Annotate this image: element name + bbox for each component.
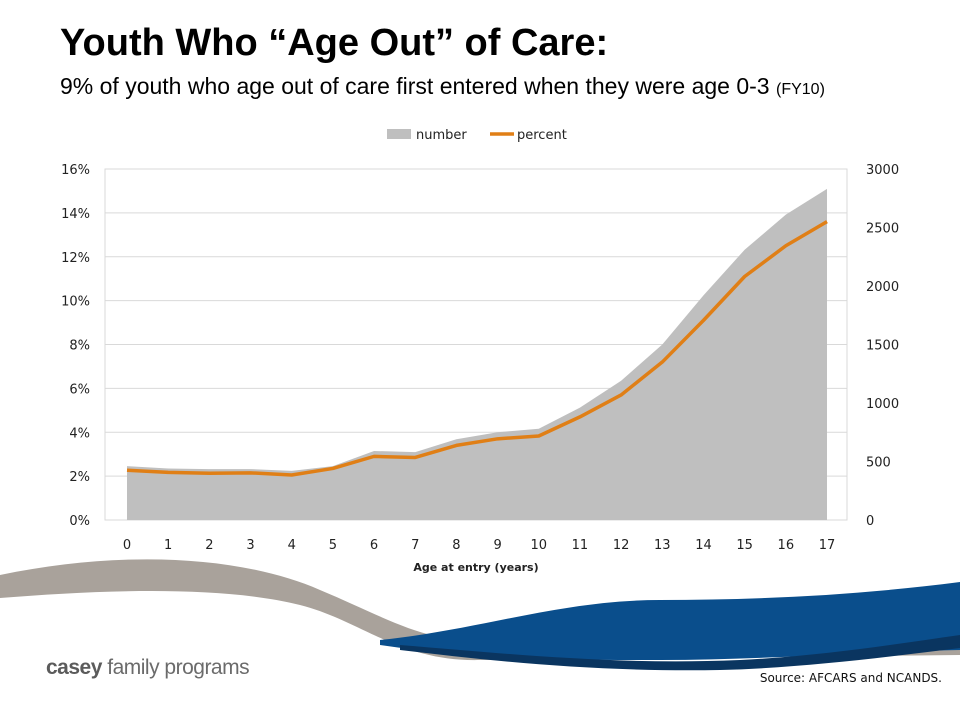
slide-title: Youth Who “Age Out” of Care: [60,22,609,64]
x-tick-label: 9 [493,538,501,553]
right-axis: 0 500 1000 1500 2000 2500 3000 [866,163,899,529]
wave-blue [380,582,960,660]
legend-label-number: number [416,128,467,143]
x-tick-label: 8 [452,538,460,553]
left-tick-label: 10% [61,295,90,310]
x-tick-label: 14 [695,538,712,553]
right-tick-label: 1500 [866,339,899,354]
right-tick-label: 3000 [866,163,899,178]
logo-brand: casey [46,656,102,679]
x-tick-label: 12 [613,538,630,553]
x-tick-label: 0 [123,538,131,553]
right-tick-label: 1000 [866,397,899,412]
wave-taupe [0,559,960,661]
x-axis: 0 1 2 3 4 5 6 7 8 9 10 11 12 13 14 15 16 17 [123,538,835,553]
number-area [127,188,827,520]
decorative-waves [0,559,960,671]
left-tick-label: 12% [61,251,90,266]
right-tick-label: 2000 [866,280,899,295]
legend-label-percent: percent [517,128,567,143]
left-tick-label: 2% [69,470,90,485]
x-axis-title: Age at entry (years) [413,561,538,574]
x-tick-label: 15 [736,538,753,553]
x-tick-label: 4 [288,538,296,553]
left-tick-label: 14% [61,207,90,222]
x-tick-label: 13 [654,538,671,553]
subtitle-main: 9% of youth who age out of care first en… [60,73,770,99]
x-tick-label: 10 [530,538,547,553]
source-note: Source: AFCARS and NCANDS. [759,671,942,685]
x-tick-label: 7 [411,538,419,553]
left-tick-label: 8% [69,339,90,354]
x-tick-label: 1 [164,538,172,553]
x-tick-label: 6 [370,538,378,553]
right-tick-label: 2500 [866,222,899,237]
subtitle-note: (FY10) [776,81,825,98]
x-tick-label: 3 [246,538,254,553]
percent-line [126,220,828,477]
left-axis: 0% 2% 4% 6% 8% 10% 12% 14% 16% [61,163,90,529]
casey-logo: casey family programs [46,656,250,680]
logo-rest: family programs [101,656,250,679]
x-tick-label: 11 [572,538,589,553]
right-tick-label: 0 [866,514,874,529]
left-tick-label: 0% [69,514,90,529]
slide-subtitle: 9% of youth who age out of care first en… [60,73,825,100]
x-tick-label: 17 [819,538,836,553]
x-tick-label: 2 [205,538,213,553]
x-tick-label: 5 [329,538,337,553]
wave-navy [400,635,960,671]
left-tick-label: 6% [69,382,90,397]
right-tick-label: 500 [866,456,891,471]
left-tick-label: 4% [69,426,90,441]
left-tick-label: 16% [61,163,90,178]
x-tick-label: 16 [778,538,795,553]
legend-swatch-number [387,129,411,139]
chart-legend: number percent [387,128,567,143]
